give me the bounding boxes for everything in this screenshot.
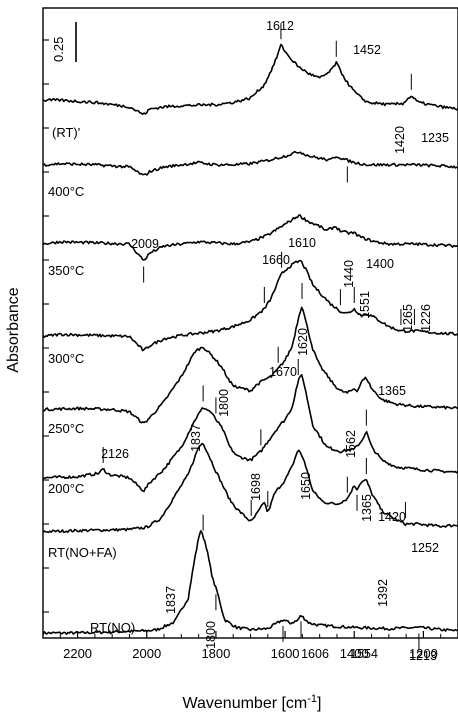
trace-line — [42, 259, 458, 352]
peak-annotation: 2009 — [131, 237, 159, 251]
trace-line — [42, 43, 458, 115]
trace-label: 400°C — [48, 184, 84, 199]
peak-annotation: 2126 — [101, 447, 129, 461]
peak-annotation: 1420 — [393, 126, 407, 154]
peak-annotation: 1365 — [378, 384, 406, 398]
x-axis-title: Wavenumber [cm-1] — [182, 693, 321, 712]
trace-label: 300°C — [48, 351, 84, 366]
x-tick-label: 1600 — [271, 646, 300, 661]
peak-annotation: 1650 — [299, 472, 313, 500]
peak-annotation: 1400 — [366, 257, 394, 271]
peak-annotation: 1562 — [344, 430, 358, 458]
x-axis-title-main: Wavenumber [cm — [182, 695, 307, 712]
scale-bar-label: 0.25 — [51, 37, 66, 62]
peak-annotation: 1392 — [376, 579, 390, 607]
plot-frame — [42, 7, 458, 639]
peak-annotation: 1606 — [301, 647, 329, 661]
trace-line — [42, 530, 458, 635]
peak-annotation: 1213 — [409, 649, 437, 663]
peak-annotation: 1551 — [358, 291, 372, 319]
trace-line — [42, 306, 458, 424]
peak-annotation: 1235 — [421, 131, 449, 145]
peak-annotation: 1226 — [419, 304, 433, 332]
peak-annotation: 1440 — [342, 260, 356, 288]
peak-annotation: 1660 — [262, 253, 290, 267]
trace-label: (RT)' — [52, 125, 80, 140]
peak-annotation: 1837 — [164, 586, 178, 614]
trace-line — [42, 150, 458, 176]
x-tick-label: 2000 — [132, 646, 161, 661]
trace-label: 350°C — [48, 263, 84, 278]
peak-annotation: 1420 — [378, 510, 406, 524]
trace-label: 200°C — [48, 481, 84, 496]
trace-label: 250°C — [48, 421, 84, 436]
peak-annotation: 1452 — [353, 43, 381, 57]
peak-annotation: 1800 — [217, 389, 231, 417]
trace-line — [42, 442, 458, 534]
trace-line — [42, 374, 458, 493]
x-axis-title-end: ] — [317, 695, 321, 712]
peak-annotation: 1265 — [401, 304, 415, 332]
x-tick-label: 2200 — [63, 646, 92, 661]
peak-annotation: 1620 — [296, 328, 310, 356]
trace-label: RT(NO+FA) — [48, 545, 117, 560]
peak-annotation: 1554 — [350, 647, 378, 661]
x-tick-label: 1400 — [340, 646, 369, 661]
x-tick-label: 1800 — [201, 646, 230, 661]
peak-annotation: 1698 — [249, 473, 263, 501]
trace-label: RT(NO) — [90, 620, 135, 635]
x-axis-title-exponent: -1 — [307, 693, 317, 705]
peak-annotation: 1800 — [204, 621, 218, 649]
y-axis-title: Absorbance — [5, 287, 22, 372]
peak-annotation: 1612 — [266, 19, 294, 33]
peak-annotation: 1365 — [360, 494, 374, 522]
x-tick-label: 1200 — [409, 646, 438, 661]
trace-line — [42, 214, 458, 261]
peak-annotation: 1837 — [189, 424, 203, 452]
peak-annotation: 1610 — [288, 236, 316, 250]
peak-annotation: 1670 — [269, 365, 297, 379]
peak-annotation: 1252 — [411, 541, 439, 555]
